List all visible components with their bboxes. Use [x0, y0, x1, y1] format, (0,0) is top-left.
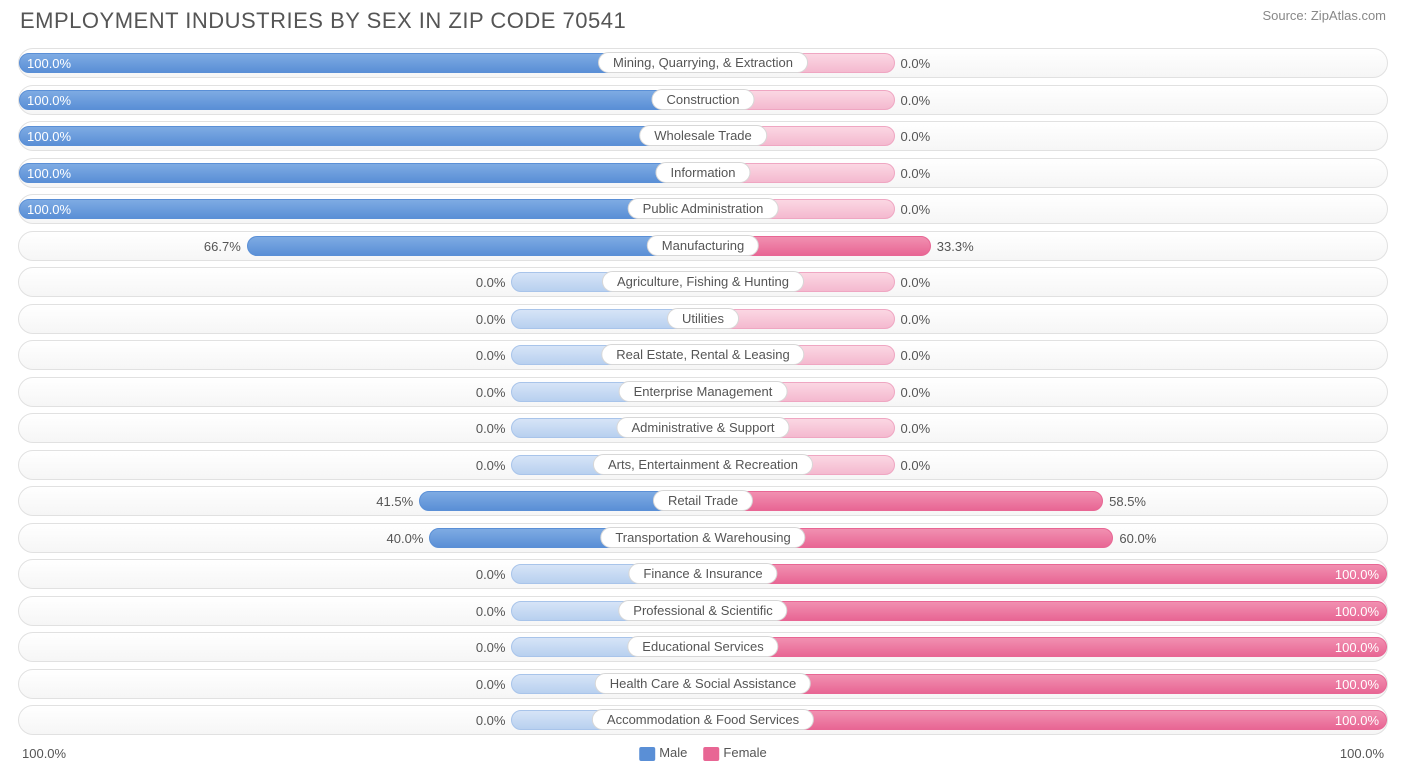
chart-row: 100.0% 0.0% Construction	[18, 85, 1388, 115]
female-value: 100.0%	[1335, 713, 1379, 728]
category-label: Real Estate, Rental & Leasing	[601, 344, 804, 365]
chart-row: 0.0% 0.0% Real Estate, Rental & Leasing	[18, 340, 1388, 370]
chart-row: 100.0% 0.0% Public Administration	[18, 194, 1388, 224]
female-value: 0.0%	[901, 166, 931, 181]
male-value: 0.0%	[476, 385, 506, 400]
male-value: 0.0%	[476, 458, 506, 473]
female-value: 60.0%	[1119, 531, 1156, 546]
male-value: 0.0%	[476, 421, 506, 436]
category-label: Finance & Insurance	[628, 563, 777, 584]
male-bar	[19, 126, 703, 146]
category-label: Educational Services	[627, 636, 778, 657]
female-value: 0.0%	[901, 385, 931, 400]
category-label: Mining, Quarrying, & Extraction	[598, 52, 808, 73]
female-value: 0.0%	[901, 348, 931, 363]
male-value: 0.0%	[476, 567, 506, 582]
category-label: Enterprise Management	[619, 381, 788, 402]
chart-row: 0.0% 0.0% Arts, Entertainment & Recreation	[18, 450, 1388, 480]
axis-right-label: 100.0%	[1340, 746, 1384, 761]
female-value: 100.0%	[1335, 640, 1379, 655]
male-value: 0.0%	[476, 604, 506, 619]
category-label: Agriculture, Fishing & Hunting	[602, 271, 804, 292]
legend-male: Male	[639, 745, 687, 761]
female-value: 0.0%	[901, 275, 931, 290]
female-value: 0.0%	[901, 202, 931, 217]
female-value: 33.3%	[937, 239, 974, 254]
legend-female-label: Female	[723, 745, 766, 760]
female-bar	[703, 564, 1387, 584]
female-value: 0.0%	[901, 312, 931, 327]
male-bar	[247, 236, 703, 256]
male-value: 0.0%	[476, 713, 506, 728]
male-bar	[19, 90, 703, 110]
chart-row: 66.7% 33.3% Manufacturing	[18, 231, 1388, 261]
category-label: Public Administration	[628, 198, 779, 219]
male-bar	[19, 163, 703, 183]
female-value: 100.0%	[1335, 567, 1379, 582]
chart-row: 0.0% 0.0% Enterprise Management	[18, 377, 1388, 407]
female-value: 0.0%	[901, 458, 931, 473]
chart-row: 0.0% 100.0% Health Care & Social Assistanc…	[18, 669, 1388, 699]
category-label: Construction	[652, 89, 755, 110]
male-value: 0.0%	[476, 312, 506, 327]
chart-row: 0.0% 100.0% Accommodation & Food Services	[18, 705, 1388, 735]
female-value: 0.0%	[901, 421, 931, 436]
category-label: Utilities	[667, 308, 739, 329]
category-label: Professional & Scientific	[618, 600, 787, 621]
chart-header: EMPLOYMENT INDUSTRIES BY SEX IN ZIP CODE…	[0, 0, 1406, 48]
male-value: 40.0%	[387, 531, 424, 546]
female-value: 0.0%	[901, 129, 931, 144]
category-label: Retail Trade	[653, 490, 753, 511]
chart-row: 0.0% 0.0% Agriculture, Fishing & Hunting	[18, 267, 1388, 297]
category-label: Accommodation & Food Services	[592, 709, 814, 730]
chart-title: EMPLOYMENT INDUSTRIES BY SEX IN ZIP CODE…	[20, 8, 626, 34]
male-value: 41.5%	[376, 494, 413, 509]
male-bar	[19, 199, 703, 219]
male-swatch-icon	[639, 747, 655, 761]
chart-row: 0.0% 0.0% Administrative & Support	[18, 413, 1388, 443]
category-label: Arts, Entertainment & Recreation	[593, 454, 813, 475]
category-label: Transportation & Warehousing	[600, 527, 805, 548]
chart-row: 100.0% 0.0% Mining, Quarrying, & Extractio…	[18, 48, 1388, 78]
male-value: 0.0%	[476, 677, 506, 692]
female-bar	[703, 491, 1103, 511]
axis-left-label: 100.0%	[22, 746, 66, 761]
female-bar	[703, 601, 1387, 621]
category-label: Wholesale Trade	[639, 125, 767, 146]
chart-row: 0.0% 0.0% Utilities	[18, 304, 1388, 334]
category-label: Manufacturing	[647, 235, 759, 256]
chart-footer: 100.0% Male Female 100.0%	[0, 742, 1406, 761]
diverging-bar-chart: 100.0% 0.0% Mining, Quarrying, & Extractio…	[0, 48, 1406, 735]
male-value: 100.0%	[27, 93, 71, 108]
male-value: 100.0%	[27, 129, 71, 144]
category-label: Administrative & Support	[616, 417, 789, 438]
male-value: 0.0%	[476, 275, 506, 290]
chart-row: 40.0% 60.0% Transportation & Warehousing	[18, 523, 1388, 553]
category-label: Health Care & Social Assistance	[595, 673, 811, 694]
legend-female: Female	[703, 745, 766, 761]
legend-male-label: Male	[659, 745, 687, 760]
male-value: 100.0%	[27, 56, 71, 71]
chart-row: 100.0% 0.0% Wholesale Trade	[18, 121, 1388, 151]
chart-row: 0.0% 100.0% Finance & Insurance	[18, 559, 1388, 589]
female-value: 0.0%	[901, 93, 931, 108]
female-bar	[703, 637, 1387, 657]
male-value: 66.7%	[204, 239, 241, 254]
chart-row: 0.0% 100.0% Professional & Scientific	[18, 596, 1388, 626]
male-value: 100.0%	[27, 202, 71, 217]
chart-row: 100.0% 0.0% Information	[18, 158, 1388, 188]
male-value: 100.0%	[27, 166, 71, 181]
female-value: 0.0%	[901, 56, 931, 71]
chart-row: 41.5% 58.5% Retail Trade	[18, 486, 1388, 516]
chart-row: 0.0% 100.0% Educational Services	[18, 632, 1388, 662]
male-value: 0.0%	[476, 348, 506, 363]
female-value: 100.0%	[1335, 604, 1379, 619]
legend: Male Female	[639, 745, 767, 761]
female-swatch-icon	[703, 747, 719, 761]
category-label: Information	[655, 162, 750, 183]
chart-source: Source: ZipAtlas.com	[1262, 8, 1386, 23]
male-value: 0.0%	[476, 640, 506, 655]
female-value: 58.5%	[1109, 494, 1146, 509]
female-value: 100.0%	[1335, 677, 1379, 692]
